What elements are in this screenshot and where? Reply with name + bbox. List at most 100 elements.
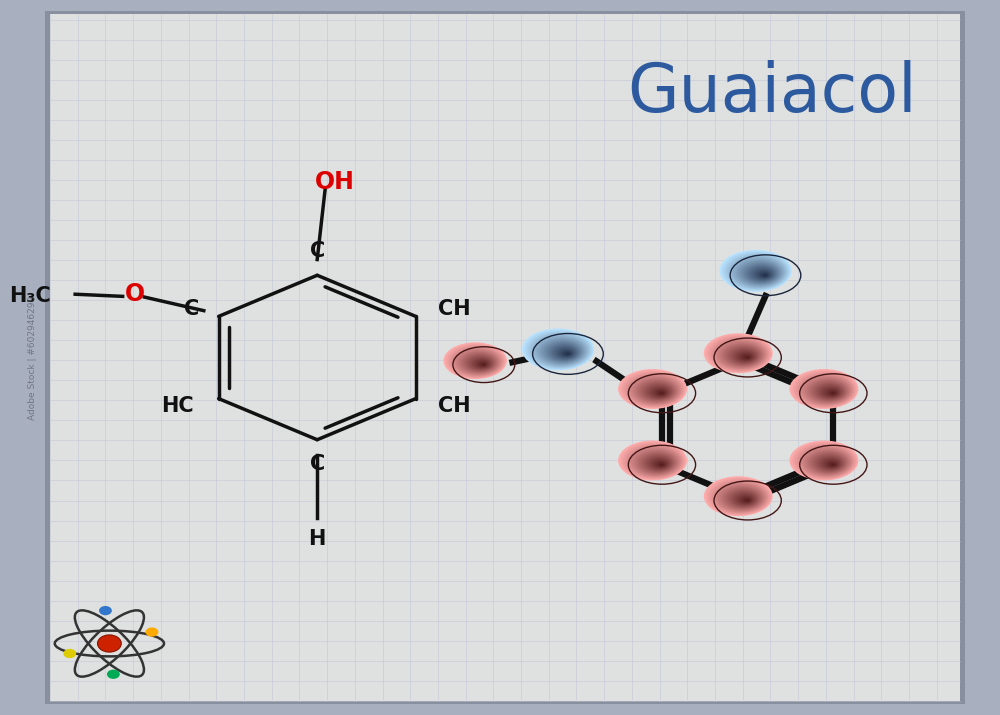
Ellipse shape bbox=[737, 260, 782, 285]
Ellipse shape bbox=[544, 341, 582, 363]
Ellipse shape bbox=[715, 340, 766, 369]
Ellipse shape bbox=[808, 451, 848, 474]
Ellipse shape bbox=[733, 257, 784, 287]
Ellipse shape bbox=[450, 346, 503, 377]
Ellipse shape bbox=[732, 492, 757, 506]
Ellipse shape bbox=[824, 460, 839, 468]
Ellipse shape bbox=[457, 350, 499, 375]
Ellipse shape bbox=[751, 267, 774, 280]
Ellipse shape bbox=[445, 343, 506, 378]
Ellipse shape bbox=[537, 337, 586, 365]
Ellipse shape bbox=[561, 350, 572, 357]
Ellipse shape bbox=[743, 355, 751, 360]
Ellipse shape bbox=[765, 275, 766, 276]
Bar bbox=[117, 49, 893, 666]
Ellipse shape bbox=[831, 392, 835, 394]
Ellipse shape bbox=[631, 376, 680, 405]
Ellipse shape bbox=[462, 352, 497, 373]
Ellipse shape bbox=[640, 381, 675, 401]
Ellipse shape bbox=[818, 385, 842, 399]
Ellipse shape bbox=[721, 485, 763, 510]
Ellipse shape bbox=[737, 352, 754, 362]
Ellipse shape bbox=[802, 376, 851, 405]
Ellipse shape bbox=[546, 342, 581, 362]
Ellipse shape bbox=[618, 369, 687, 409]
Ellipse shape bbox=[661, 464, 663, 465]
Ellipse shape bbox=[642, 383, 673, 400]
Bar bbox=[70, 24, 941, 691]
Ellipse shape bbox=[821, 386, 841, 398]
Ellipse shape bbox=[557, 347, 575, 358]
Ellipse shape bbox=[798, 445, 854, 478]
Ellipse shape bbox=[655, 461, 666, 468]
Ellipse shape bbox=[734, 350, 756, 363]
Ellipse shape bbox=[645, 384, 672, 399]
Ellipse shape bbox=[747, 357, 749, 358]
Ellipse shape bbox=[728, 347, 759, 365]
Ellipse shape bbox=[446, 344, 505, 378]
Ellipse shape bbox=[641, 453, 674, 473]
Ellipse shape bbox=[724, 252, 789, 290]
Ellipse shape bbox=[833, 464, 834, 465]
Ellipse shape bbox=[717, 483, 765, 512]
Ellipse shape bbox=[476, 360, 488, 368]
Ellipse shape bbox=[794, 371, 856, 408]
Ellipse shape bbox=[792, 370, 857, 408]
Ellipse shape bbox=[797, 445, 854, 478]
Ellipse shape bbox=[621, 370, 685, 408]
Text: Guaiacol: Guaiacol bbox=[628, 60, 917, 126]
Ellipse shape bbox=[660, 392, 664, 394]
Text: OH: OH bbox=[315, 170, 355, 194]
Ellipse shape bbox=[795, 373, 855, 407]
Ellipse shape bbox=[635, 450, 677, 474]
Ellipse shape bbox=[800, 446, 853, 477]
Ellipse shape bbox=[714, 482, 767, 513]
Ellipse shape bbox=[750, 267, 775, 281]
Ellipse shape bbox=[630, 447, 681, 476]
Ellipse shape bbox=[734, 493, 756, 506]
Ellipse shape bbox=[744, 498, 750, 502]
Bar bbox=[98, 39, 913, 676]
Ellipse shape bbox=[543, 340, 582, 363]
Ellipse shape bbox=[661, 393, 663, 394]
Ellipse shape bbox=[98, 635, 121, 652]
Ellipse shape bbox=[642, 454, 673, 472]
Ellipse shape bbox=[654, 460, 667, 468]
Ellipse shape bbox=[811, 453, 846, 473]
Ellipse shape bbox=[807, 450, 849, 474]
Ellipse shape bbox=[628, 446, 681, 477]
Ellipse shape bbox=[475, 360, 489, 368]
Ellipse shape bbox=[821, 458, 841, 469]
Ellipse shape bbox=[63, 649, 76, 658]
Ellipse shape bbox=[479, 362, 487, 367]
Ellipse shape bbox=[822, 459, 840, 469]
Ellipse shape bbox=[807, 378, 849, 403]
Ellipse shape bbox=[740, 353, 753, 360]
Ellipse shape bbox=[647, 385, 671, 399]
Ellipse shape bbox=[455, 349, 500, 375]
Ellipse shape bbox=[745, 356, 749, 358]
Ellipse shape bbox=[473, 358, 491, 369]
Ellipse shape bbox=[789, 440, 858, 480]
Ellipse shape bbox=[660, 463, 664, 465]
Ellipse shape bbox=[735, 350, 755, 362]
Ellipse shape bbox=[523, 330, 593, 370]
Ellipse shape bbox=[651, 459, 668, 469]
Ellipse shape bbox=[658, 391, 664, 395]
Ellipse shape bbox=[560, 349, 573, 357]
Ellipse shape bbox=[815, 383, 844, 400]
Bar bbox=[94, 36, 917, 679]
Ellipse shape bbox=[655, 390, 666, 396]
Ellipse shape bbox=[818, 456, 842, 470]
Ellipse shape bbox=[724, 345, 761, 366]
Ellipse shape bbox=[651, 388, 668, 398]
Ellipse shape bbox=[825, 460, 838, 468]
Ellipse shape bbox=[757, 270, 771, 278]
Ellipse shape bbox=[632, 377, 679, 404]
Ellipse shape bbox=[810, 452, 847, 473]
Ellipse shape bbox=[827, 461, 837, 468]
Ellipse shape bbox=[817, 384, 843, 399]
Ellipse shape bbox=[526, 331, 592, 369]
Ellipse shape bbox=[727, 489, 760, 508]
Ellipse shape bbox=[722, 344, 762, 367]
